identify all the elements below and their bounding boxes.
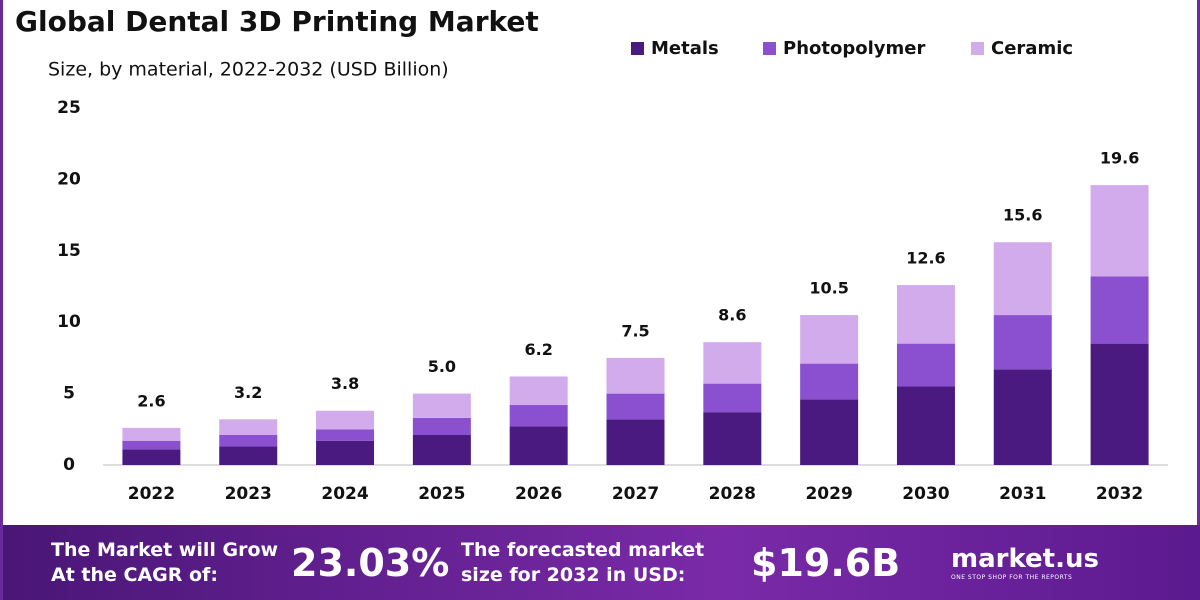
bar-segment bbox=[606, 393, 665, 420]
legend-label: Ceramic bbox=[991, 38, 1073, 59]
bar-segment bbox=[800, 399, 859, 465]
brand-tagline: ONE STOP SHOP FOR THE REPORTS bbox=[951, 574, 1073, 581]
bar-segment bbox=[122, 427, 181, 441]
bar-segment bbox=[800, 315, 859, 364]
x-tick-label: 2031 bbox=[999, 484, 1046, 504]
y-tick-label: 5 bbox=[63, 384, 75, 404]
x-tick-label: 2023 bbox=[225, 484, 272, 504]
legend-label: Metals bbox=[651, 38, 719, 59]
x-tick-label: 2029 bbox=[805, 484, 852, 504]
bar-segment bbox=[316, 429, 375, 441]
cagr-line: At the CAGR of: bbox=[51, 563, 218, 586]
bar-segment bbox=[606, 419, 665, 465]
bar-segment bbox=[800, 363, 859, 400]
bar-segment bbox=[1090, 343, 1149, 465]
total-label: 3.8 bbox=[331, 374, 359, 393]
chart-title: Global Dental 3D Printing Market bbox=[15, 5, 539, 38]
bar-segment bbox=[896, 386, 955, 465]
bar-segment bbox=[316, 440, 375, 465]
total-label: 2.6 bbox=[137, 391, 165, 410]
bar-segment bbox=[896, 343, 955, 387]
x-tick-label: 2025 bbox=[418, 484, 465, 504]
bar-segment bbox=[703, 383, 762, 413]
bar-segment bbox=[412, 435, 471, 465]
y-tick-label: 25 bbox=[57, 98, 81, 118]
legend-swatch bbox=[971, 42, 984, 55]
bar-segment bbox=[703, 342, 762, 384]
x-tick-label: 2024 bbox=[321, 484, 368, 504]
bar-segment bbox=[993, 369, 1052, 465]
brand-name: market.us bbox=[951, 544, 1099, 574]
forecast-caption: The forecasted market size for 2032 in U… bbox=[461, 538, 751, 588]
y-tick-label: 20 bbox=[57, 169, 81, 189]
x-tick-label: 2022 bbox=[128, 484, 175, 504]
total-label: 5.0 bbox=[428, 357, 456, 376]
x-tick-label: 2032 bbox=[1096, 484, 1143, 504]
brand: market.us ONE STOP SHOP FOR THE REPORTS bbox=[951, 544, 1099, 581]
bar-segment bbox=[703, 412, 762, 465]
bar-segment bbox=[1090, 276, 1149, 344]
bar-segment bbox=[1090, 185, 1149, 277]
forecast-value: $19.6B bbox=[751, 540, 901, 585]
bar-segment bbox=[219, 435, 278, 447]
total-label: 19.6 bbox=[1100, 149, 1139, 168]
bar-segment bbox=[993, 242, 1052, 316]
forecast-line: size for 2032 in USD: bbox=[461, 563, 686, 586]
y-tick-label: 0 bbox=[63, 455, 75, 475]
bar-segment bbox=[509, 376, 568, 406]
bar-segment bbox=[316, 410, 375, 430]
bar-segment bbox=[896, 285, 955, 344]
chart-subtitle: Size, by material, 2022-2032 (USD Billio… bbox=[48, 59, 449, 81]
total-label: 15.6 bbox=[1003, 206, 1042, 225]
chart: Global Dental 3D Printing Market Size, b… bbox=[15, 5, 1168, 504]
legend-swatch bbox=[763, 42, 776, 55]
total-label: 7.5 bbox=[621, 321, 649, 340]
x-tick-label: 2026 bbox=[515, 484, 562, 504]
cagr-caption: The Market will Grow At the CAGR of: bbox=[51, 538, 291, 588]
x-tick-label: 2027 bbox=[612, 484, 659, 504]
total-label: 3.2 bbox=[234, 383, 262, 402]
bar-segment bbox=[509, 426, 568, 465]
bar-segment bbox=[606, 357, 665, 394]
total-label: 12.6 bbox=[906, 249, 945, 268]
x-tick-label: 2028 bbox=[709, 484, 756, 504]
legend-label: Photopolymer bbox=[783, 38, 925, 59]
y-tick-label: 15 bbox=[57, 241, 81, 261]
bar-segment bbox=[993, 315, 1052, 370]
bar-segment bbox=[122, 449, 181, 465]
bar-segment bbox=[219, 419, 278, 436]
bar-segment bbox=[412, 393, 471, 418]
forecast-line: The forecasted market bbox=[461, 538, 705, 561]
y-tick-label: 10 bbox=[57, 312, 81, 332]
cagr-line: The Market will Grow bbox=[51, 538, 279, 561]
legend-swatch bbox=[631, 42, 644, 55]
cagr-value: 23.03% bbox=[291, 540, 450, 585]
footer-banner: The Market will Grow At the CAGR of: 23.… bbox=[3, 525, 1200, 600]
bar-segment bbox=[122, 440, 181, 450]
bar-segment bbox=[412, 417, 471, 436]
total-label: 10.5 bbox=[809, 279, 848, 298]
total-label: 6.2 bbox=[525, 340, 553, 359]
bar-segment bbox=[219, 446, 278, 465]
total-label: 8.6 bbox=[718, 306, 746, 325]
x-tick-label: 2030 bbox=[902, 484, 949, 504]
bar-segment bbox=[509, 405, 568, 427]
